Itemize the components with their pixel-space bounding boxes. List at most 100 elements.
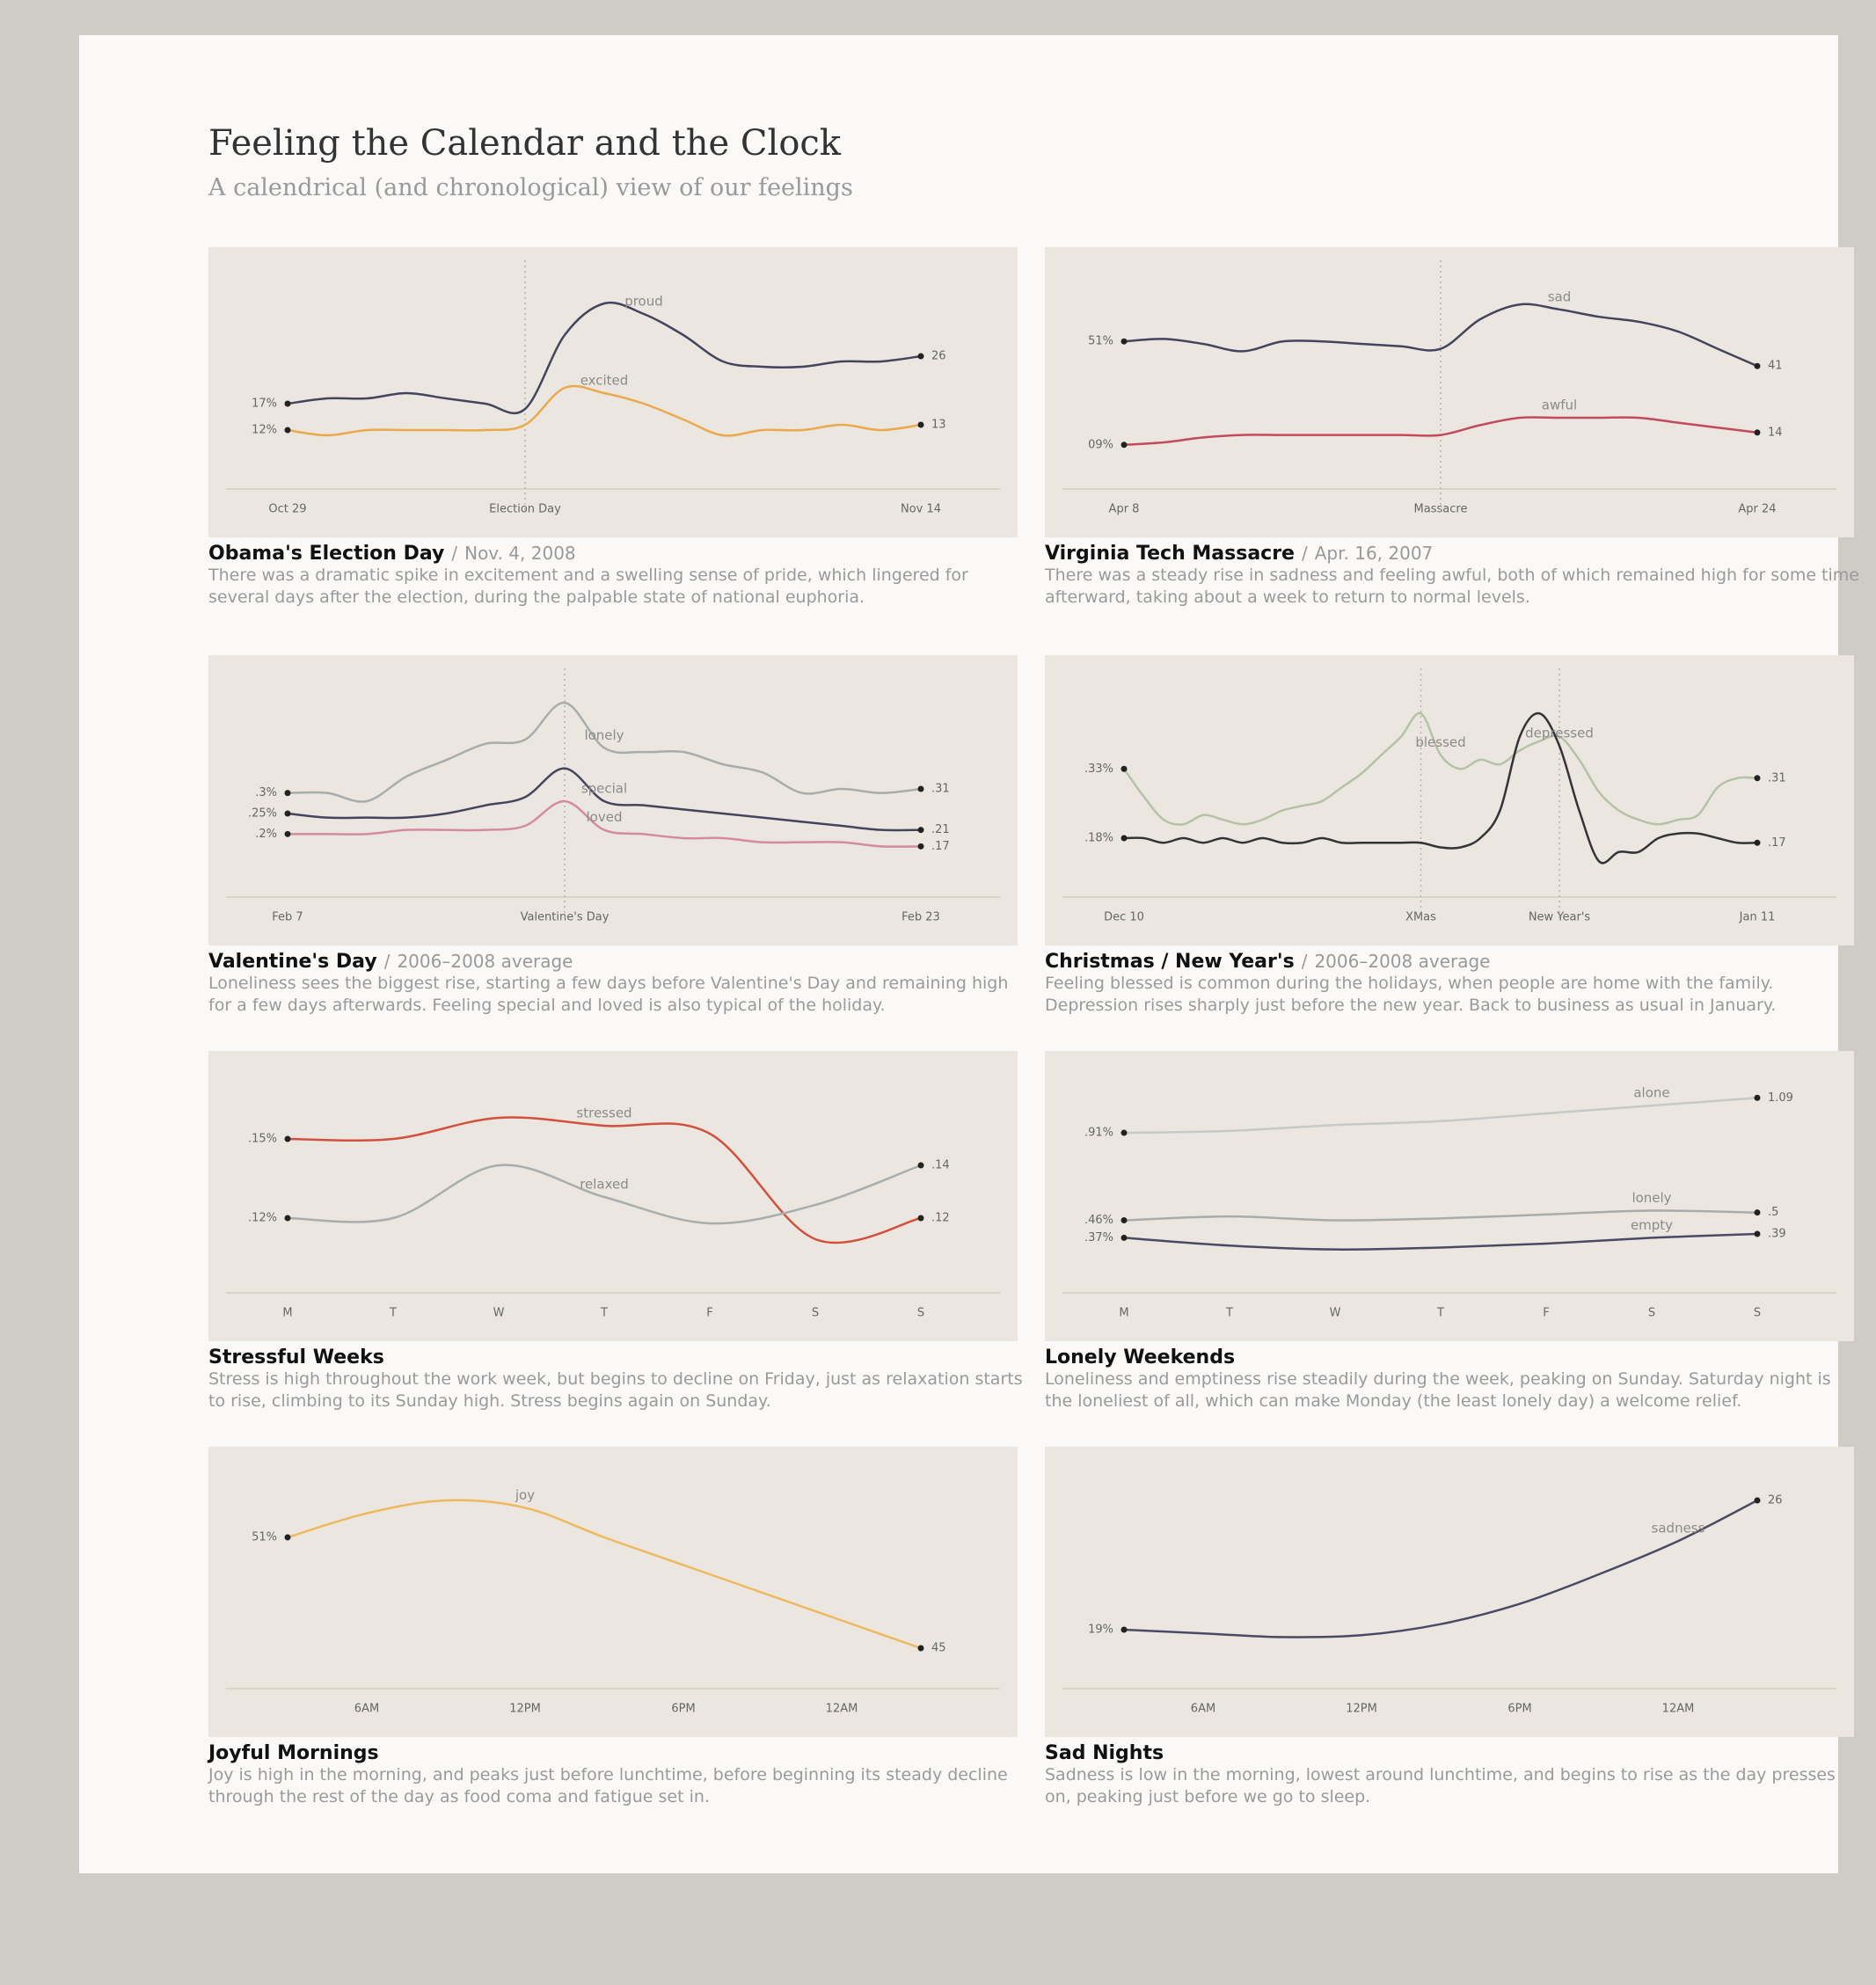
chart-panel: Dec 10 XMas New Year's Jan 11.33% .31 blessed…	[1045, 655, 1863, 1017]
panel-date: Apr. 16, 2007	[1314, 543, 1434, 564]
end-dot	[1120, 1129, 1128, 1136]
series-name: proud	[624, 294, 663, 310]
end-dot	[917, 1215, 924, 1222]
end-dot	[284, 830, 291, 837]
x-tick-label: 6PM	[671, 1703, 695, 1716]
value-label: 19%	[1088, 1624, 1113, 1637]
chart: M T W T F S S .15% .12 stressed .12% .14 relaxed	[208, 1051, 1018, 1341]
panel-date: 2006–2008 average	[1314, 951, 1491, 972]
value-label: .12%	[248, 1212, 277, 1225]
chart-panel: Feb 7 Valentine's Day Feb 23 .3% .31 lonely .2…	[208, 655, 1026, 1017]
separator: /	[383, 951, 391, 972]
value-label: .46%	[1084, 1214, 1113, 1227]
panel-heading: Lonely Weekends	[1045, 1346, 1863, 1368]
series-name: special	[581, 781, 627, 797]
x-tick-label: F	[706, 1307, 712, 1320]
x-tick-label: Jan 11	[1739, 911, 1776, 924]
x-tick-label: 12AM	[826, 1703, 858, 1716]
end-dot	[1120, 1217, 1128, 1224]
x-tick-label: Feb 23	[902, 911, 940, 924]
value-label: 09%	[1088, 438, 1113, 451]
chart-panel: Apr 8 Massacre Apr 24 51% 41 sad 09% 14 awful Vir…	[1045, 247, 1863, 609]
series-line	[1123, 1209, 1758, 1222]
panel-description: Joy is high in the morning, and peaks ju…	[208, 1765, 1008, 1806]
series-name: alone	[1633, 1085, 1669, 1101]
value-label: 26	[931, 350, 946, 363]
value-label: .17	[1768, 836, 1786, 850]
chart: 6AM 12PM 6PM 12AM 51% 45 joy	[208, 1447, 1018, 1737]
value-label: 12%	[252, 424, 277, 437]
panel-title: Obama's Election Day	[208, 543, 445, 565]
x-tick-label: Apr 8	[1109, 503, 1140, 516]
series-name: stressed	[576, 1106, 631, 1121]
series-line	[1123, 1232, 1758, 1251]
panel-description: Feeling blessed is common during the hol…	[1045, 974, 1777, 1015]
panel-title: Christmas / New Year's	[1045, 951, 1295, 973]
panel-heading: Joyful Mornings	[208, 1742, 1026, 1764]
page-subtitle: A calendrical (and chronological) view o…	[208, 174, 853, 201]
chart: M T W T F S S .91% 1.09 alone .46% .5 lonely .37% .39 e…	[1045, 1051, 1854, 1341]
value-label: .31	[1768, 771, 1786, 785]
series-line	[1122, 712, 1758, 826]
x-tick-label: 12PM	[1346, 1703, 1377, 1716]
x-tick-label: 12PM	[509, 1703, 541, 1716]
end-dot	[1754, 775, 1761, 782]
series-name: lonely	[584, 727, 624, 743]
value-label: .12	[931, 1212, 950, 1225]
series-line	[287, 701, 922, 803]
value-label: .39	[1768, 1228, 1786, 1241]
separator: /	[451, 543, 458, 564]
x-tick-label: M	[282, 1307, 292, 1320]
x-tick-label: W	[1330, 1307, 1341, 1320]
x-tick-label: M	[1119, 1307, 1128, 1320]
value-label: .14	[931, 1159, 950, 1172]
end-dot	[1120, 1234, 1128, 1241]
x-tick-label: 6AM	[354, 1703, 379, 1716]
panel-heading: Christmas / New Year's / 2006–2008 average	[1045, 951, 1863, 973]
chart-background	[208, 655, 1018, 945]
chart-panel: M T W T F S S .91% 1.09 alone .46% .5 lonely .37% .39 e…	[1045, 1051, 1863, 1412]
panel-date: Nov. 4, 2008	[464, 543, 576, 564]
value-label: 51%	[252, 1531, 277, 1544]
series-name: relaxed	[580, 1177, 629, 1193]
panel-description: Sadness is low in the morning, lowest ar…	[1045, 1765, 1836, 1806]
end-dot	[1754, 429, 1761, 436]
end-dot	[1120, 442, 1128, 449]
value-label: 26	[1768, 1494, 1783, 1507]
series-name: lonely	[1631, 1190, 1671, 1206]
chart-background	[208, 1447, 1018, 1737]
value-label: .37%	[1084, 1231, 1113, 1244]
panel-title: Lonely Weekends	[1045, 1346, 1236, 1368]
chart-background	[1045, 1051, 1854, 1341]
x-tick-label: 12AM	[1662, 1703, 1695, 1716]
value-label: .17	[931, 840, 950, 853]
end-dot	[1754, 1230, 1761, 1237]
value-label: 14	[1768, 426, 1783, 439]
end-dot	[284, 427, 291, 434]
end-dot	[1754, 362, 1761, 369]
end-dot	[1120, 338, 1128, 345]
x-tick-label: T	[600, 1307, 608, 1320]
panel-description: Stress is high throughout the work week,…	[208, 1369, 1023, 1411]
end-dot	[917, 1162, 924, 1169]
end-dot	[1754, 1497, 1761, 1504]
value-label: 45	[931, 1642, 946, 1655]
x-tick-label: T	[1225, 1307, 1233, 1320]
series-name: awful	[1542, 398, 1577, 413]
x-tick-label: Feb 7	[272, 911, 303, 924]
panel-date: 2006–2008 average	[397, 951, 573, 972]
value-label: .3%	[255, 786, 277, 799]
x-tick-label: F	[1543, 1307, 1549, 1320]
panel-heading: Obama's Election Day / Nov. 4, 2008	[208, 543, 1026, 565]
end-dot	[917, 843, 924, 850]
separator: /	[1301, 543, 1308, 564]
value-label: 51%	[1088, 335, 1113, 348]
series-name: excited	[580, 373, 629, 389]
end-dot	[917, 353, 924, 360]
series-name: empty	[1631, 1217, 1673, 1233]
series-line	[288, 799, 922, 848]
end-dot	[917, 1645, 924, 1652]
panel-title: Stressful Weeks	[208, 1346, 384, 1368]
value-label: .31	[931, 783, 950, 796]
panel-description: Loneliness and emptiness rise steadily d…	[1045, 1369, 1831, 1411]
